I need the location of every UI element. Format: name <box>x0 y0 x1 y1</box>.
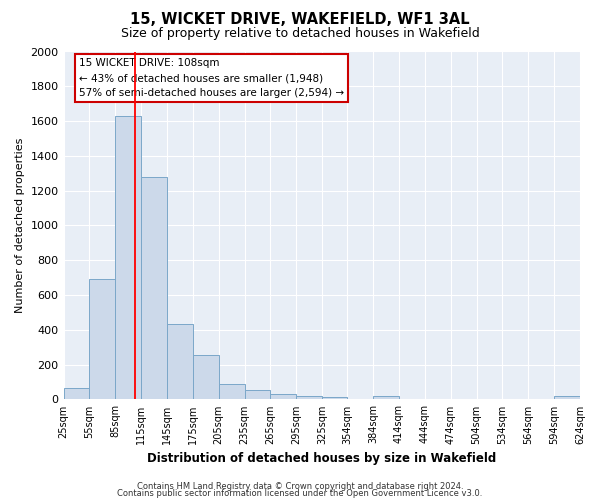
Text: Contains public sector information licensed under the Open Government Licence v3: Contains public sector information licen… <box>118 489 482 498</box>
Bar <box>141 177 167 400</box>
Bar <box>373 396 399 400</box>
X-axis label: Distribution of detached houses by size in Wakefield: Distribution of detached houses by size … <box>147 452 496 465</box>
Text: 15, WICKET DRIVE, WAKEFIELD, WF1 3AL: 15, WICKET DRIVE, WAKEFIELD, WF1 3AL <box>130 12 470 28</box>
Bar <box>271 394 296 400</box>
Bar <box>245 390 271 400</box>
Bar <box>115 116 141 400</box>
Bar <box>193 355 219 400</box>
Bar <box>554 396 580 400</box>
Text: Contains HM Land Registry data © Crown copyright and database right 2024.: Contains HM Land Registry data © Crown c… <box>137 482 463 491</box>
Text: 15 WICKET DRIVE: 108sqm
← 43% of detached houses are smaller (1,948)
57% of semi: 15 WICKET DRIVE: 108sqm ← 43% of detache… <box>79 58 344 98</box>
Text: Size of property relative to detached houses in Wakefield: Size of property relative to detached ho… <box>121 28 479 40</box>
Bar <box>89 278 115 400</box>
Bar <box>296 396 322 400</box>
Bar <box>64 388 89 400</box>
Bar <box>219 384 245 400</box>
Bar <box>167 324 193 400</box>
Y-axis label: Number of detached properties: Number of detached properties <box>15 138 25 313</box>
Bar <box>322 397 347 400</box>
